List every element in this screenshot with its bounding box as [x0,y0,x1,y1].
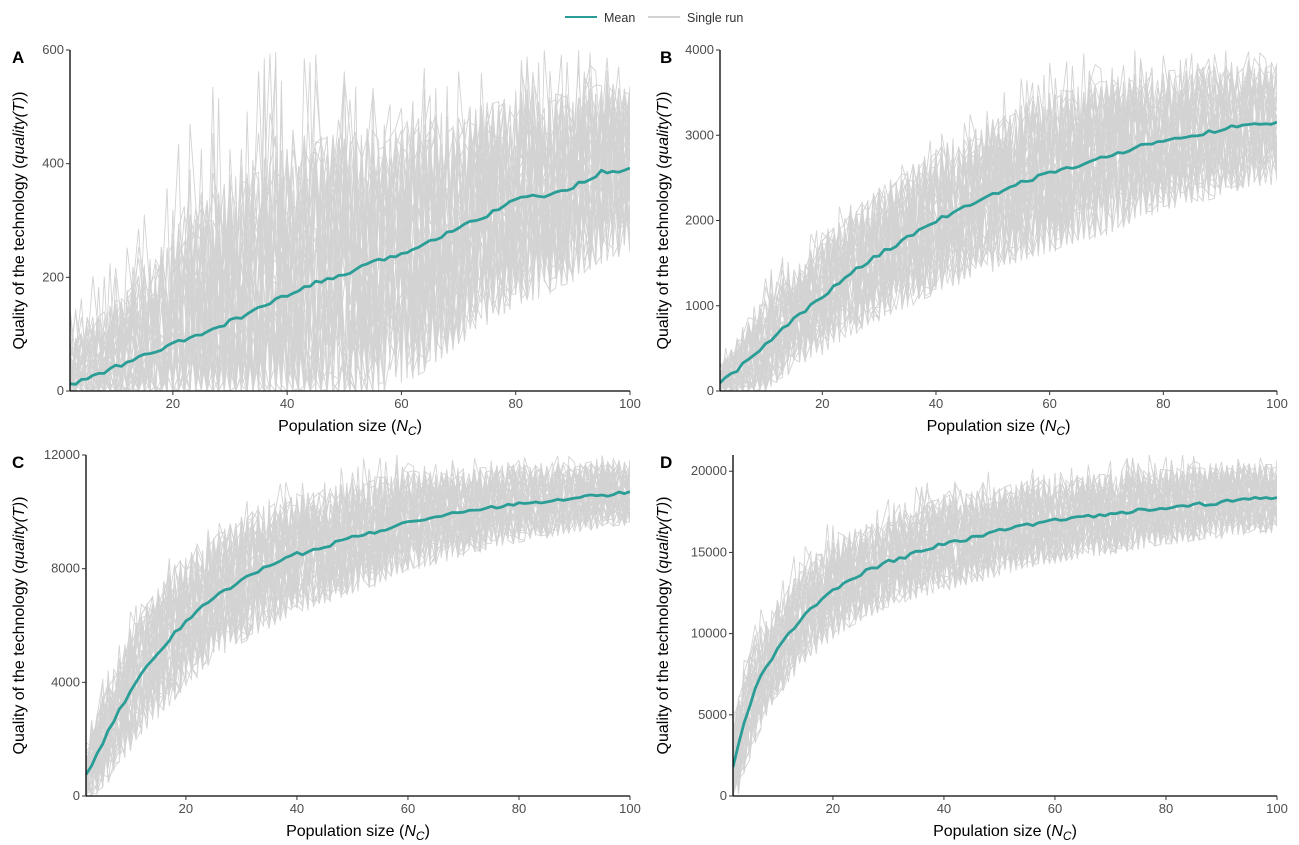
single-run-line [86,464,630,766]
x-tick-label: 80 [1156,396,1170,411]
x-tick-label: 60 [1042,396,1056,411]
single-run-line [86,461,630,783]
x-tick-label: 20 [166,396,180,411]
y-axis-title: Quality of the technology (quality(T)) [655,497,672,755]
single-run-line [720,65,1277,391]
x-tick-label: 80 [1159,801,1173,816]
single-run-line [733,459,1277,782]
legend-single-run-label: Single run [687,11,743,25]
y-tick-label: 12000 [44,447,80,462]
x-tick-label: 80 [508,396,522,411]
single-run-line [86,466,630,763]
single-run-line [733,472,1277,793]
legend: Mean Single run [565,11,743,25]
single-runs [86,455,630,796]
panel-letter: A [12,48,24,67]
y-tick-label: 0 [57,383,64,398]
x-tick-label: 20 [826,801,840,816]
x-tick-label: 20 [179,801,193,816]
y-tick-label: 0 [720,788,727,803]
single-run-line [720,71,1277,391]
panel-b: 20 40 60 80 10001000200030004000BPopulation … [655,42,1288,438]
x-tick-label: 40 [929,396,943,411]
y-tick-label: 4000 [51,674,80,689]
single-run-line [86,458,630,788]
y-tick-label: 400 [42,156,64,171]
panel-letter: D [660,453,672,472]
mean-line [86,490,630,776]
x-tick-label: 80 [512,801,526,816]
x-tick-label: 40 [937,801,951,816]
single-run-line [720,67,1277,391]
single-runs [720,50,1277,391]
y-tick-label: 0 [707,383,714,398]
x-tick-label: 40 [280,396,294,411]
y-tick-label: 3000 [685,127,714,142]
x-axis-title: Population size (NC) [933,823,1077,843]
x-tick-label: 100 [619,801,641,816]
mean-line [70,166,630,386]
panel-d: 20 40 60 80 100 0 5000 10000 15000 20000 D Populati… [655,453,1288,843]
x-axis-title: Population size (NC) [927,418,1071,438]
y-axis-title: Quality of the technology (quality(T)) [11,92,28,350]
x-tick-label: 100 [1266,396,1288,411]
x-tick-label: 20 [815,396,829,411]
single-runs [733,455,1277,796]
single-run-line [733,470,1277,788]
mean-line [720,120,1277,384]
y-tick-label: 2000 [685,213,714,228]
single-run-line [86,462,630,777]
single-run-line [733,461,1277,796]
y-tick-label: 10000 [691,626,727,641]
y-tick-label: 4000 [685,42,714,57]
x-tick-label: 40 [290,801,304,816]
single-run-line [70,71,630,391]
x-tick-label: 60 [394,396,408,411]
y-tick-label: 200 [42,269,64,284]
y-tick-label: 8000 [51,561,80,576]
x-tick-label: 60 [1048,801,1062,816]
panel-a: 20 40 60 80 100 0 200 400 600 A Population size (N… [11,42,641,438]
single-run-line [70,62,630,391]
x-axis-title: Population size (NC) [286,823,430,843]
y-axis-title: Quality of the technology (quality(T)) [655,92,672,350]
single-run-line [86,465,630,786]
single-runs [70,50,630,391]
y-tick-label: 20000 [691,463,727,478]
y-tick-label: 5000 [698,707,727,722]
single-run-line [720,50,1277,391]
y-tick-label: 0 [73,788,80,803]
single-run-line [70,58,630,391]
y-tick-label: 1000 [685,298,714,313]
y-tick-label: 15000 [691,544,727,559]
x-axis-title: Population size (NC) [278,418,422,438]
x-tick-label: 100 [1266,801,1288,816]
x-tick-label: 100 [619,396,641,411]
legend-mean-label: Mean [604,11,635,25]
mean-line [733,496,1277,768]
single-run-line [733,466,1277,772]
x-tick-label: 60 [401,801,415,816]
panel-letter: C [12,453,24,472]
panel-c: 20 40 60 80 100 0 4000 8000 12000 C Population siz… [11,447,641,843]
panel-letter: B [660,48,672,67]
y-tick-label: 600 [42,42,64,57]
single-run-line [733,463,1277,758]
single-run-line [70,86,630,391]
y-axis-title: Quality of the technology (quality(T)) [11,497,28,755]
